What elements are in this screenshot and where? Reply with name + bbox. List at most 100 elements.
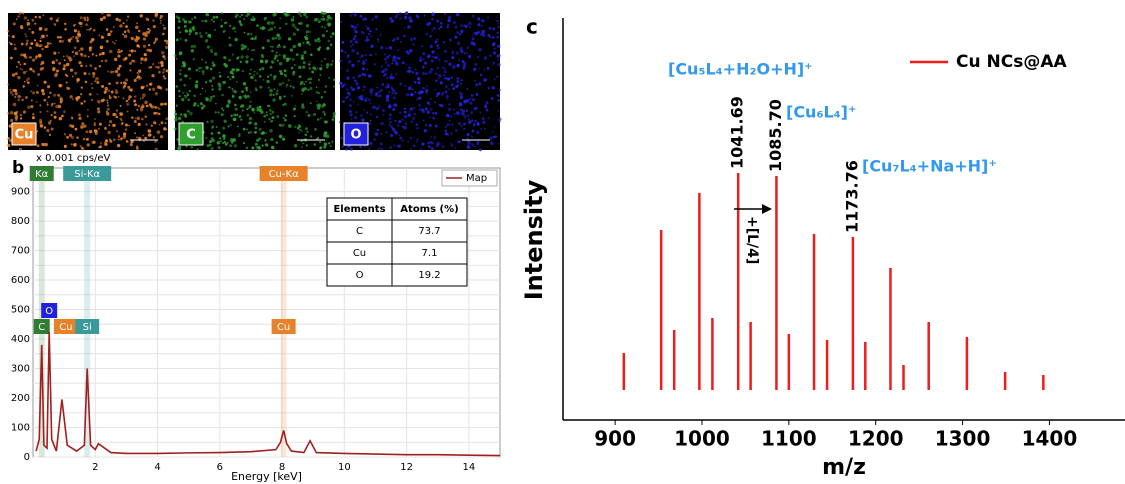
map-dot <box>436 91 441 96</box>
map-dot <box>483 78 487 82</box>
map-dot <box>234 107 238 111</box>
map-dot <box>262 78 265 81</box>
map-dot <box>330 35 333 38</box>
map-dot <box>22 85 25 88</box>
map-dot <box>164 39 167 42</box>
map-dot <box>466 46 470 49</box>
map-dot <box>106 112 110 116</box>
map-dot <box>436 46 440 50</box>
map-dot <box>179 78 182 81</box>
map-dot <box>434 72 438 76</box>
map-dot <box>364 25 367 27</box>
map-dot <box>254 126 258 130</box>
map-dot <box>239 15 242 18</box>
map-dot <box>302 65 306 69</box>
map-dot <box>349 40 353 43</box>
map-dot <box>493 42 496 44</box>
map-dot <box>238 20 242 23</box>
map-dot <box>164 45 169 50</box>
map-dot <box>83 16 87 20</box>
map-dot <box>65 55 69 58</box>
ion-annotation: [Cu₆L₄]⁺ <box>786 103 856 122</box>
map-dot <box>58 116 63 121</box>
map-dot <box>124 135 127 138</box>
map-dot <box>51 60 56 65</box>
map-dot <box>301 105 305 109</box>
map-dot <box>117 54 121 58</box>
map-dot <box>308 63 311 66</box>
map-dot <box>271 45 274 48</box>
map-dot <box>107 130 111 135</box>
map-dot <box>455 51 459 55</box>
map-dot <box>249 91 252 94</box>
map-dot <box>240 55 244 59</box>
map-dot <box>362 89 365 92</box>
map-dot <box>392 128 396 132</box>
map-dot <box>250 18 253 21</box>
map-dot <box>147 129 152 133</box>
map-dot <box>249 130 253 134</box>
map-dot <box>412 43 415 47</box>
map-dot <box>9 111 14 115</box>
map-dot <box>124 123 128 127</box>
map-dot <box>322 15 324 18</box>
map-dot <box>81 122 85 126</box>
table-cell: Atoms (%) <box>400 204 458 215</box>
map-dot <box>326 134 330 139</box>
map-dot <box>281 81 285 85</box>
map-dot <box>417 91 422 95</box>
map-dot <box>89 46 93 50</box>
peak-label-box <box>53 319 78 334</box>
map-dot <box>193 102 197 105</box>
map-dot <box>89 40 93 44</box>
map-dot <box>365 38 370 42</box>
map-dot <box>210 147 214 150</box>
map-dot <box>441 66 444 69</box>
map-dot <box>285 85 288 88</box>
peak-label-box <box>63 166 112 181</box>
map-dot <box>140 57 144 61</box>
map-dot <box>151 63 155 66</box>
map-dot <box>41 61 45 65</box>
map-dot <box>275 12 277 14</box>
map-dot <box>28 27 31 31</box>
map-dot <box>177 26 181 30</box>
map-dot <box>58 83 62 88</box>
map-dot <box>212 15 216 19</box>
map-dot <box>309 60 311 63</box>
map-dot <box>229 123 232 127</box>
map-dot <box>120 81 123 84</box>
map-dot <box>476 140 480 144</box>
map-dot <box>141 96 144 99</box>
map-dot <box>32 91 35 95</box>
map-dot <box>399 137 402 139</box>
map-dot <box>324 120 328 124</box>
map-dot <box>36 84 39 87</box>
map-dot <box>305 36 309 41</box>
map-dot <box>466 146 469 148</box>
map-dot <box>200 66 203 69</box>
map-dot <box>31 18 35 22</box>
map-dot <box>49 17 53 21</box>
map-dot <box>201 87 204 90</box>
map-dot <box>408 16 412 20</box>
map-dot <box>276 115 280 118</box>
map-dot <box>301 146 303 149</box>
x-tick-label: 10 <box>338 462 351 473</box>
map-dot <box>424 107 428 111</box>
map-dot <box>80 64 83 68</box>
map-dot <box>448 119 451 122</box>
map-dot <box>457 121 462 126</box>
map-dot <box>126 110 129 113</box>
map-dot <box>401 138 404 142</box>
map-dot <box>307 78 310 81</box>
map-dot <box>249 100 252 103</box>
map-dot <box>431 142 435 145</box>
map-dot <box>422 86 425 90</box>
map-dot <box>129 143 133 147</box>
map-dot <box>98 53 102 56</box>
map-dot <box>65 81 68 84</box>
map-dot <box>134 95 137 98</box>
map-dot <box>160 121 164 125</box>
map-dot <box>181 17 185 21</box>
